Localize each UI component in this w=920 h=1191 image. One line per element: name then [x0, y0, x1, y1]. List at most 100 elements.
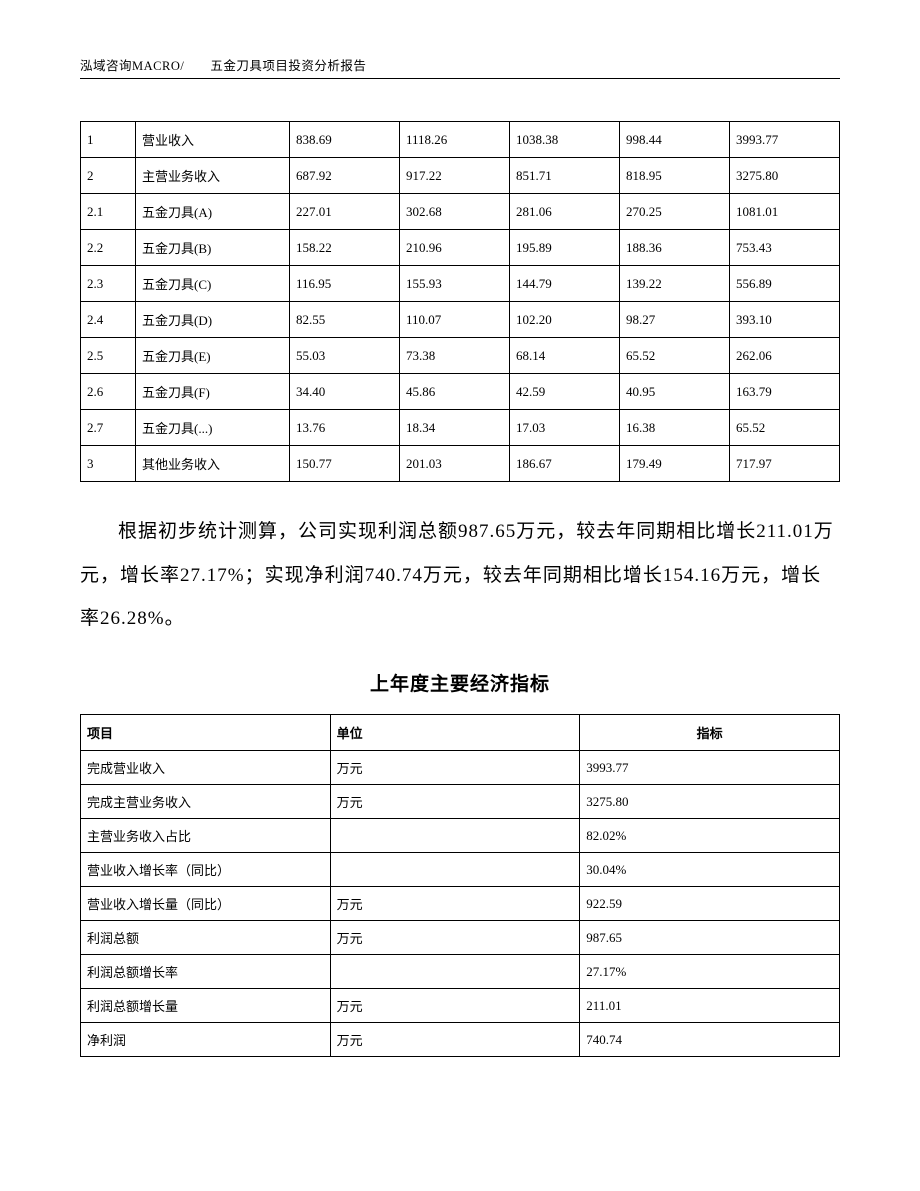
table-cell: 主营业务收入 — [136, 158, 290, 194]
table-cell: 1081.01 — [730, 194, 840, 230]
table-cell: 2.3 — [81, 266, 136, 302]
table-cell: 五金刀具(A) — [136, 194, 290, 230]
table-cell: 281.06 — [510, 194, 620, 230]
table-cell: 万元 — [330, 921, 580, 955]
table-cell: 740.74 — [580, 1023, 840, 1057]
table-row: 2.3五金刀具(C)116.95155.93144.79139.22556.89 — [81, 266, 840, 302]
section-title: 上年度主要经济指标 — [80, 669, 840, 696]
table-cell: 262.06 — [730, 338, 840, 374]
table-cell: 30.04% — [580, 853, 840, 887]
table-cell: 3275.80 — [730, 158, 840, 194]
table-cell: 150.77 — [290, 446, 400, 482]
table-cell: 42.59 — [510, 374, 620, 410]
table-cell: 万元 — [330, 751, 580, 785]
table-cell: 65.52 — [730, 410, 840, 446]
table-cell: 16.38 — [620, 410, 730, 446]
table-cell: 1118.26 — [400, 122, 510, 158]
table-cell: 155.93 — [400, 266, 510, 302]
table-cell: 五金刀具(E) — [136, 338, 290, 374]
table-row: 2.4五金刀具(D)82.55110.07102.2098.27393.10 — [81, 302, 840, 338]
table-cell: 营业收入增长量（同比） — [81, 887, 331, 921]
table-cell: 139.22 — [620, 266, 730, 302]
table-cell: 45.86 — [400, 374, 510, 410]
table-cell: 68.14 — [510, 338, 620, 374]
table-row: 完成营业收入万元3993.77 — [81, 751, 840, 785]
table-row: 2.2五金刀具(B)158.22210.96195.89188.36753.43 — [81, 230, 840, 266]
table-cell: 3275.80 — [580, 785, 840, 819]
table-cell: 270.25 — [620, 194, 730, 230]
table-cell: 211.01 — [580, 989, 840, 1023]
table-cell: 营业收入 — [136, 122, 290, 158]
table-cell — [330, 955, 580, 989]
table-cell: 186.67 — [510, 446, 620, 482]
table-cell: 营业收入增长率（同比） — [81, 853, 331, 887]
table-row: 营业收入增长率（同比） 30.04% — [81, 853, 840, 887]
table-row: 营业收入增长量（同比）万元922.59 — [81, 887, 840, 921]
table-cell: 3 — [81, 446, 136, 482]
table-cell: 144.79 — [510, 266, 620, 302]
table-row: 利润总额增长量万元211.01 — [81, 989, 840, 1023]
table-cell: 838.69 — [290, 122, 400, 158]
table-cell: 55.03 — [290, 338, 400, 374]
economic-indicators-table: 项目 单位 指标 完成营业收入万元3993.77完成主营业务收入万元3275.8… — [80, 714, 840, 1057]
table-cell: 18.34 — [400, 410, 510, 446]
table-cell: 687.92 — [290, 158, 400, 194]
table-cell: 201.03 — [400, 446, 510, 482]
table-row: 2.6五金刀具(F)34.4045.8642.5940.95163.79 — [81, 374, 840, 410]
table-header-row: 项目 单位 指标 — [81, 715, 840, 751]
table-cell: 13.76 — [290, 410, 400, 446]
table-cell: 82.02% — [580, 819, 840, 853]
table-cell: 2.2 — [81, 230, 136, 266]
table-cell: 2.5 — [81, 338, 136, 374]
table-cell: 163.79 — [730, 374, 840, 410]
table-cell: 227.01 — [290, 194, 400, 230]
table-cell: 753.43 — [730, 230, 840, 266]
column-header-indicator: 指标 — [580, 715, 840, 751]
table-cell: 102.20 — [510, 302, 620, 338]
table-cell: 851.71 — [510, 158, 620, 194]
header-divider — [80, 78, 840, 79]
table-cell: 34.40 — [290, 374, 400, 410]
column-header-unit: 单位 — [330, 715, 580, 751]
table-cell: 主营业务收入占比 — [81, 819, 331, 853]
table-cell: 2.4 — [81, 302, 136, 338]
table-cell: 17.03 — [510, 410, 620, 446]
table-cell: 五金刀具(B) — [136, 230, 290, 266]
table-cell: 917.22 — [400, 158, 510, 194]
table-row: 利润总额增长率27.17% — [81, 955, 840, 989]
table-cell: 完成营业收入 — [81, 751, 331, 785]
table-row: 3其他业务收入150.77201.03186.67179.49717.97 — [81, 446, 840, 482]
table-cell: 987.65 — [580, 921, 840, 955]
table-row: 2.5五金刀具(E)55.0373.3868.1465.52262.06 — [81, 338, 840, 374]
table-cell: 完成主营业务收入 — [81, 785, 331, 819]
table-cell: 116.95 — [290, 266, 400, 302]
table-cell — [330, 819, 580, 853]
summary-paragraph: 根据初步统计测算，公司实现利润总额987.65万元，较去年同期相比增长211.0… — [80, 510, 840, 641]
table-cell: 188.36 — [620, 230, 730, 266]
table-cell: 998.44 — [620, 122, 730, 158]
table-cell: 3993.77 — [730, 122, 840, 158]
table-cell: 2 — [81, 158, 136, 194]
table-cell: 302.68 — [400, 194, 510, 230]
table-cell: 98.27 — [620, 302, 730, 338]
table-cell: 818.95 — [620, 158, 730, 194]
table-cell: 195.89 — [510, 230, 620, 266]
table-row: 主营业务收入占比 82.02% — [81, 819, 840, 853]
table-cell: 利润总额 — [81, 921, 331, 955]
table-cell — [330, 853, 580, 887]
table-cell: 179.49 — [620, 446, 730, 482]
table-cell: 2.1 — [81, 194, 136, 230]
table-row: 净利润万元740.74 — [81, 1023, 840, 1057]
table-cell: 717.97 — [730, 446, 840, 482]
table-cell: 40.95 — [620, 374, 730, 410]
table-cell: 65.52 — [620, 338, 730, 374]
table-row: 2主营业务收入687.92917.22851.71818.953275.80 — [81, 158, 840, 194]
table-cell: 1038.38 — [510, 122, 620, 158]
table-cell: 2.6 — [81, 374, 136, 410]
table-cell: 27.17% — [580, 955, 840, 989]
table-cell: 210.96 — [400, 230, 510, 266]
table-cell: 万元 — [330, 989, 580, 1023]
column-header-item: 项目 — [81, 715, 331, 751]
table-cell: 1 — [81, 122, 136, 158]
table-row: 利润总额万元987.65 — [81, 921, 840, 955]
